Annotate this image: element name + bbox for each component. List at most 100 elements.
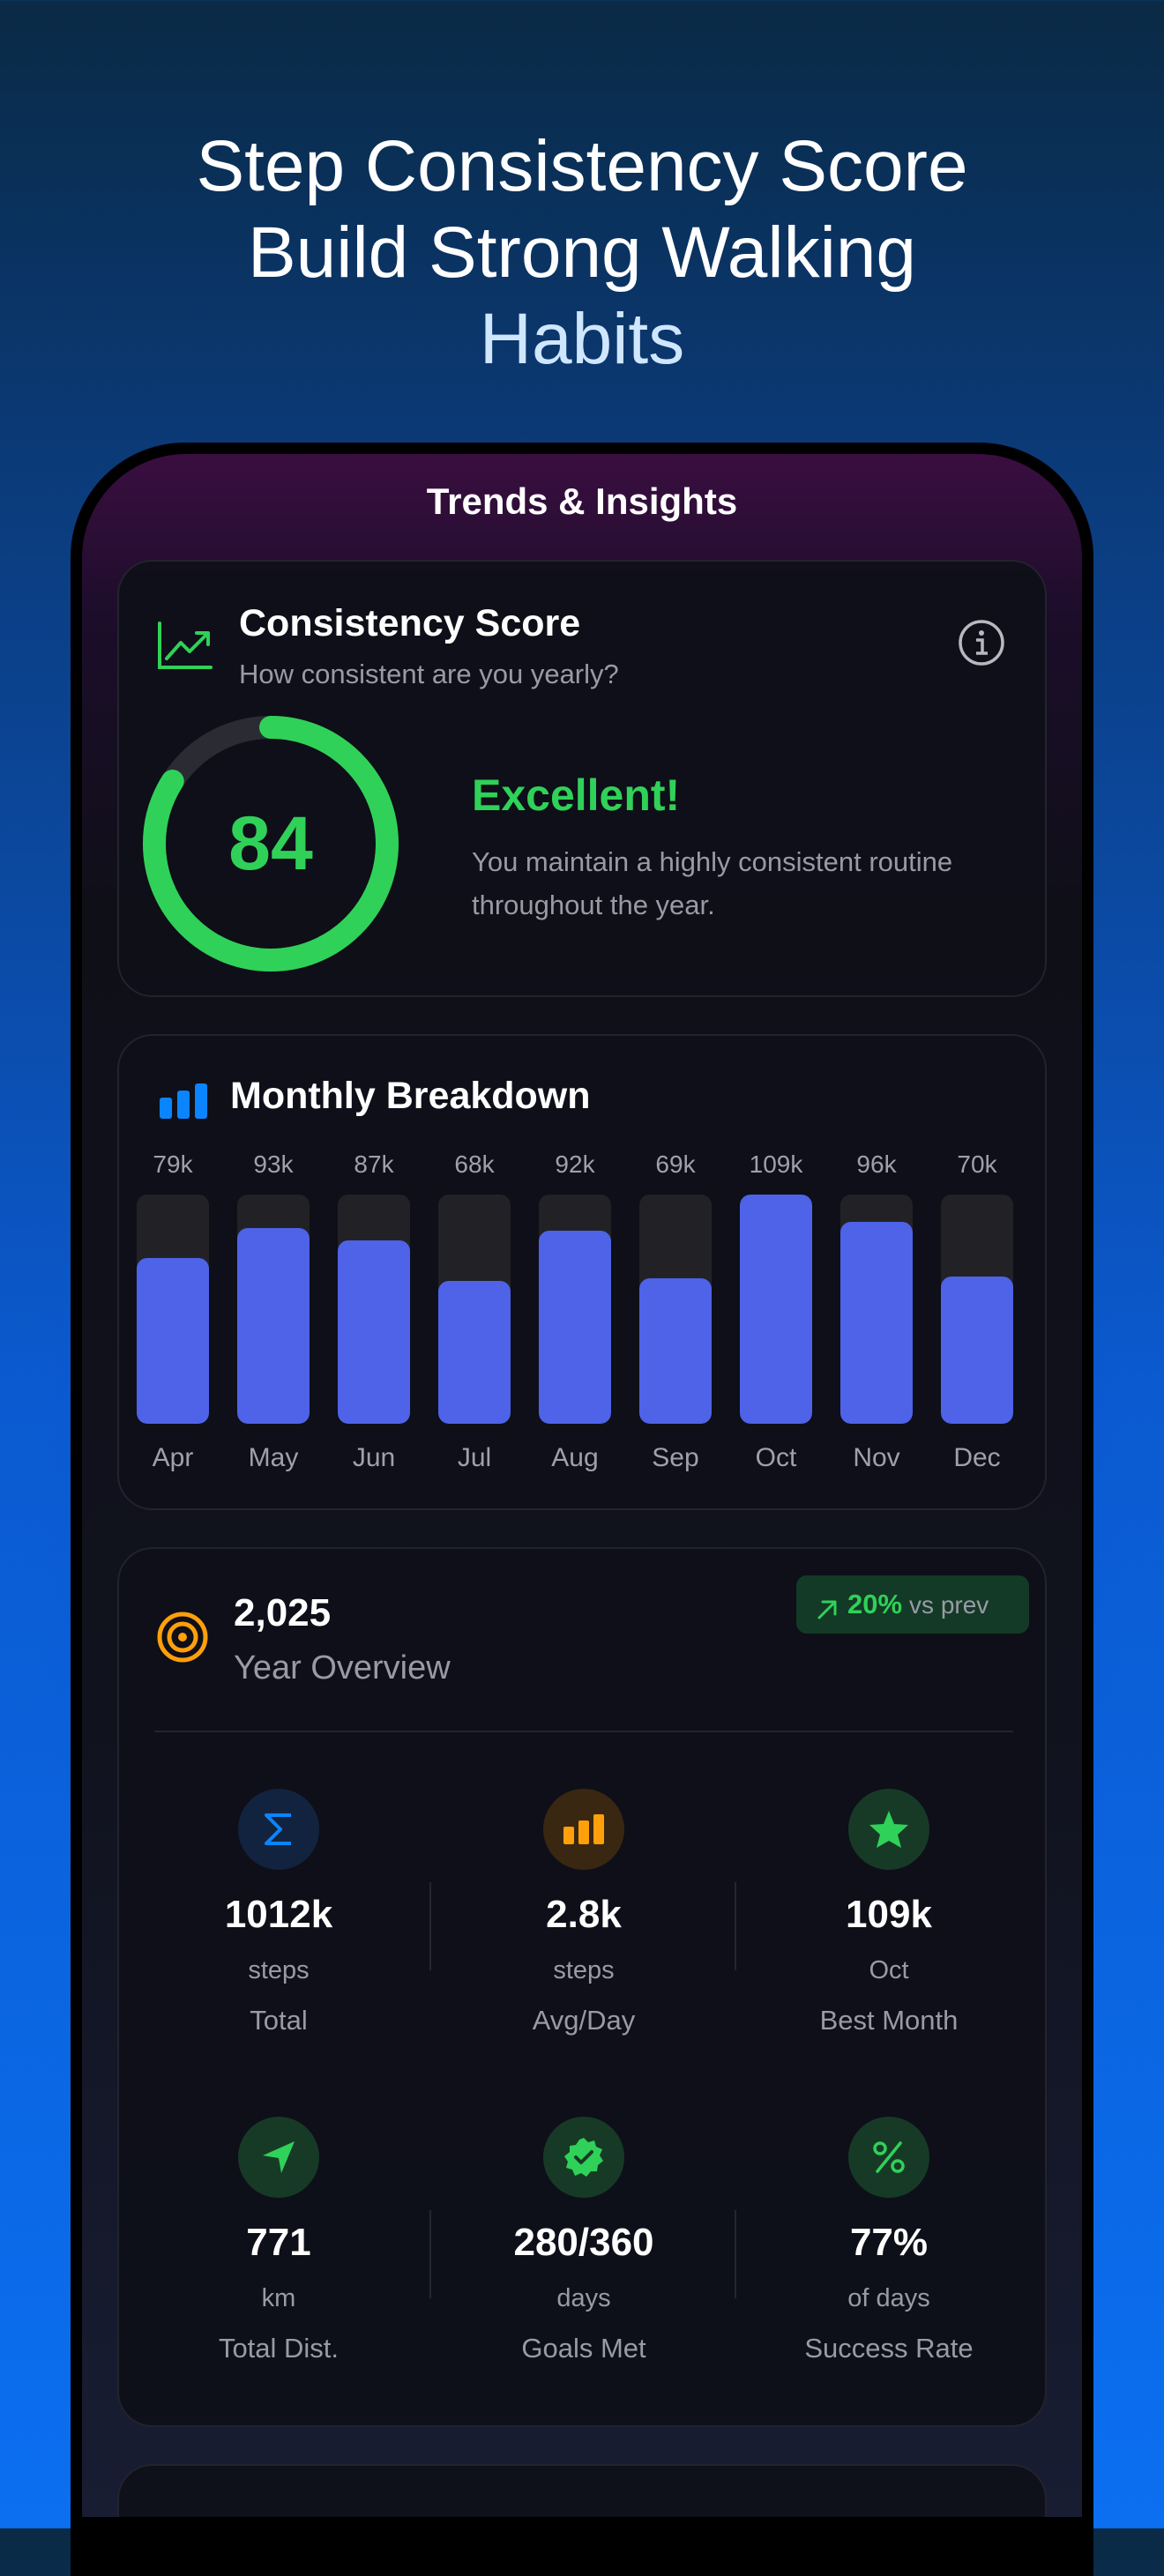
stat-unit: Oct — [869, 1956, 909, 1984]
bar-month-label: Jun — [352, 1443, 396, 1472]
info-icon[interactable] — [957, 618, 1006, 667]
bar-month-label: Apr — [152, 1443, 194, 1472]
stat-value: 771 — [246, 2221, 311, 2264]
monthly-bars: 79k Apr 93k May 87k Jun 68k Jul 92k Aug 69k Sep 109k… — [119, 1036, 1048, 1512]
headline-line-2: Build Strong Walking — [247, 212, 917, 293]
monthly-breakdown-card: Monthly Breakdown 79k Apr 93k May 87k Jun 68k J… — [117, 1034, 1047, 1510]
change-percent: 20% — [847, 1589, 903, 1619]
stat-label: Total — [250, 2005, 308, 2036]
stat-success-rate: 77% of days Success Rate — [736, 2117, 1041, 2364]
score-ring — [143, 716, 399, 972]
stat-separator — [735, 1882, 736, 1970]
bar-track — [338, 1195, 410, 1424]
bar-month-label: Sep — [652, 1443, 699, 1472]
stat-label: Total Dist. — [218, 2333, 340, 2364]
star-icon — [848, 1789, 929, 1870]
stat-unit: steps — [248, 1956, 310, 1984]
stat-goals-met: 280/360 days Goals Met — [431, 2117, 736, 2364]
stat-value: 77% — [849, 2221, 929, 2264]
bar-value-label: 87k — [354, 1150, 394, 1178]
bar-track — [941, 1195, 1013, 1424]
consistency-subtitle: How consistent are you yearly? — [239, 659, 619, 689]
bar-value-label: 69k — [655, 1150, 696, 1178]
stat-value: 2.8k — [546, 1893, 622, 1936]
next-card-peek — [117, 2464, 1047, 2517]
consistency-card: Consistency Score How consistent are you… — [117, 560, 1047, 997]
bar-track — [639, 1195, 712, 1424]
bar-track — [137, 1195, 209, 1424]
bar-aug — [539, 1231, 611, 1424]
target-icon — [157, 1612, 208, 1663]
stat-separator — [429, 2210, 431, 2298]
stat-value: 109k — [846, 1893, 932, 1936]
bar-month-label: Aug — [551, 1443, 599, 1472]
score-value: 84 — [228, 801, 313, 886]
bar-sep — [639, 1278, 712, 1424]
bar-month-label: May — [248, 1443, 299, 1472]
bar-month-label: Oct — [755, 1443, 797, 1472]
stat-value: 1012k — [224, 1893, 333, 1936]
bar-value-label: 68k — [454, 1150, 495, 1178]
stat-label: Success Rate — [804, 2333, 974, 2364]
year-overview-card: 2,025 Year Overview 20% vs prev 1012k step… — [117, 1547, 1047, 2427]
score-description: You maintain a highly consistent routine… — [472, 846, 953, 920]
bar-month-label: Jul — [457, 1443, 492, 1472]
stat-best-month: 109k Oct Best Month — [736, 1789, 1041, 2036]
stat-total-dist: 771 km Total Dist. — [126, 2117, 431, 2364]
stat-separator — [735, 2210, 736, 2298]
bar-track — [840, 1195, 913, 1424]
change-badge: 20% vs prev — [796, 1575, 1029, 1634]
year-overview-label: Year Overview — [234, 1649, 451, 1686]
stat-label: Goals Met — [521, 2333, 646, 2364]
stat-label: Best Month — [819, 2005, 959, 2036]
bar-jun — [338, 1240, 410, 1424]
monthly-title: Monthly Breakdown — [230, 1075, 591, 1117]
bar-value-label: 109k — [749, 1150, 803, 1178]
bar-track — [438, 1195, 511, 1424]
bar-track — [539, 1195, 611, 1424]
headline: Step Consistency Score Build Strong Walk… — [0, 123, 1164, 383]
nav-title: Trends & Insights — [426, 480, 738, 522]
consistency-title: Consistency Score — [239, 602, 581, 644]
score-ring-progress — [143, 716, 399, 972]
year-value: 2,025 — [234, 1591, 332, 1634]
headline-line-3: Habits — [479, 299, 685, 379]
stat-avg-day: 2.8k steps Avg/Day — [431, 1789, 736, 2036]
stat-unit: of days — [847, 2284, 930, 2312]
bar-value-label: 93k — [253, 1150, 294, 1178]
change-suffix: vs prev — [909, 1591, 989, 1619]
bar-dec — [941, 1277, 1013, 1424]
score-grade: Excellent! — [472, 771, 681, 820]
bar-chart-icon — [543, 1789, 624, 1870]
bar-apr — [137, 1258, 209, 1424]
bar-chart-icon — [160, 1083, 207, 1119]
stat-total: 1012k steps Total — [126, 1789, 431, 2036]
bar-value-label: 79k — [153, 1150, 193, 1178]
stat-unit: days — [556, 2284, 611, 2312]
bar-month-label: Nov — [853, 1443, 900, 1472]
stat-separator — [429, 1882, 431, 1970]
bar-oct — [740, 1195, 812, 1424]
bar-value-label: 96k — [856, 1150, 897, 1178]
divider — [154, 1731, 1013, 1732]
bar-nov — [840, 1222, 913, 1424]
bar-value-label: 92k — [555, 1150, 595, 1178]
stat-label: Avg/Day — [532, 2005, 636, 2036]
bar-month-label: Dec — [953, 1443, 1001, 1472]
bar-may — [237, 1228, 310, 1424]
stat-unit: km — [261, 2284, 296, 2312]
arrow-up-right-icon — [817, 1600, 837, 1619]
bar-track — [237, 1195, 310, 1424]
sigma-icon — [238, 1789, 319, 1870]
bar-track — [740, 1195, 812, 1424]
stat-value: 280/360 — [513, 2221, 654, 2264]
headline-line-1: Step Consistency Score — [196, 126, 968, 206]
percent-icon — [848, 2117, 929, 2198]
phone-screen: Trends & Insights Consistency Score How … — [82, 454, 1082, 2517]
location-arrow-icon — [238, 2117, 319, 2198]
bar-value-label: 70k — [957, 1150, 997, 1178]
check-seal-icon — [543, 2117, 624, 2198]
bar-jul — [438, 1281, 511, 1424]
trend-chart-icon — [158, 622, 213, 669]
stat-unit: steps — [553, 1956, 615, 1984]
